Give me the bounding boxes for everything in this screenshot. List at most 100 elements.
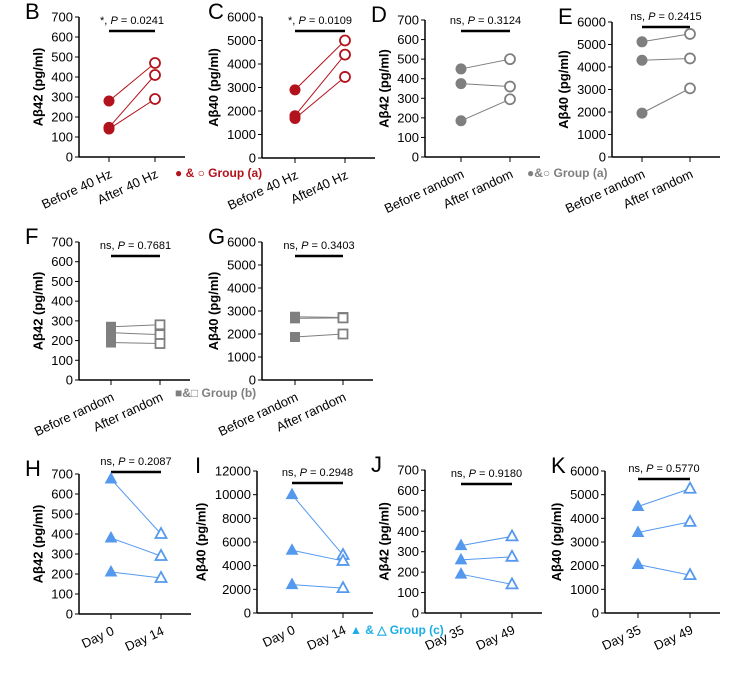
y-tick-label: 600 [397,32,419,47]
p-value-annotation: ns, P = 0.3403 [283,240,354,252]
data-point [156,330,165,339]
data-point [291,332,300,341]
y-tick-label: 2000 [577,105,606,120]
y-tick-label: 700 [397,463,419,478]
y-tick-label: 100 [397,130,419,145]
legend-group: ■&□ Group (b) [175,386,256,400]
data-point [104,96,114,106]
y-tick-label: 700 [397,13,419,28]
pair-line [111,333,160,335]
p-value-annotation: ns, P = 0.3124 [450,15,521,27]
y-axis-label: Aβ42 (pg/ml) [377,502,392,581]
data-point [637,55,647,65]
y-tick-label: 200 [51,333,73,348]
data-point [633,558,644,568]
y-tick-label: 400 [51,70,73,85]
x-tick-label: Day 14 [123,623,167,654]
data-point [339,313,348,322]
data-point [106,473,117,483]
y-tick-label: 600 [51,30,73,45]
data-point [685,53,695,63]
data-point [150,58,160,68]
y-tick-label: 8000 [222,511,251,526]
data-point [637,37,647,47]
data-point [637,108,647,118]
pair-line [461,84,510,87]
legend-group: ● & ○ Group (a) [175,166,262,180]
y-tick-label: 600 [397,483,419,498]
y-axis-label: Aβ40 (pg/ml) [206,272,221,351]
pair-line [642,58,690,60]
y-axis-label: Aβ40 (pg/ml) [194,503,209,582]
panel-label: K [551,453,566,478]
y-tick-label: 5000 [577,37,606,52]
y-tick-label: 5000 [227,33,256,48]
y-tick-label: 0 [244,606,251,621]
y-tick-label: 0 [66,607,73,622]
data-point [290,114,300,124]
y-tick-label: 0 [412,150,419,165]
panel-label: I [195,453,201,478]
data-point [104,124,114,134]
p-value-annotation: *, P = 0.0241 [100,15,164,27]
y-tick-label: 1000 [577,127,606,142]
x-tick-label: Day 0 [260,622,297,650]
y-axis-label: Aβ42 (pg/ml) [377,49,392,128]
y-tick-label: 0 [66,150,73,165]
pair-line [111,479,161,534]
pair-line [461,557,512,560]
data-point [685,29,695,39]
pair-line [292,495,343,555]
legend-group: ●&○ Group (a) [527,166,608,180]
data-point [339,330,348,339]
data-point [287,579,298,589]
y-tick-label: 2000 [222,582,251,597]
y-tick-label: 300 [397,544,419,559]
panel-label: F [25,224,38,249]
y-tick-label: 4000 [577,60,606,75]
y-axis-label: Aβ40 (pg/ml) [206,48,221,127]
panel-label: E [558,4,573,29]
x-tick-label: Day 14 [305,622,349,653]
data-point [150,94,160,104]
y-axis-label: Aβ42 (pg/ml) [31,48,46,127]
pair-line [638,489,690,507]
data-point [505,94,515,104]
panel-label: C [208,0,224,24]
pair-line [111,343,160,344]
y-tick-label: 500 [51,274,73,289]
data-point [685,83,695,93]
p-value-annotation: ns, P = 0.2415 [630,11,701,23]
y-tick-label: 1000 [570,582,599,597]
data-point [287,544,298,554]
y-tick-label: 200 [397,565,419,580]
y-tick-label: 700 [51,10,73,25]
y-axis-label: Aβ40 (pg/ml) [549,503,564,582]
y-tick-label: 300 [51,547,73,562]
p-value-annotation: ns, P = 0.5770 [628,463,699,475]
y-axis-label: Aβ42 (pg/ml) [31,505,46,584]
pair-line [109,75,155,127]
pair-line [295,317,343,318]
data-point [156,339,165,348]
data-point [291,314,300,323]
y-tick-label: 100 [51,130,73,145]
p-value-annotation: *, P = 0.0109 [288,15,352,27]
y-tick-label: 0 [412,606,419,621]
pair-line [295,55,345,116]
y-tick-label: 0 [249,151,256,166]
y-tick-label: 500 [51,50,73,65]
pair-line [642,34,690,42]
y-tick-label: 400 [51,527,73,542]
data-point [340,72,350,82]
panel-label: D [371,2,387,27]
x-tick-label: Day 49 [652,622,696,653]
data-point [156,572,167,582]
